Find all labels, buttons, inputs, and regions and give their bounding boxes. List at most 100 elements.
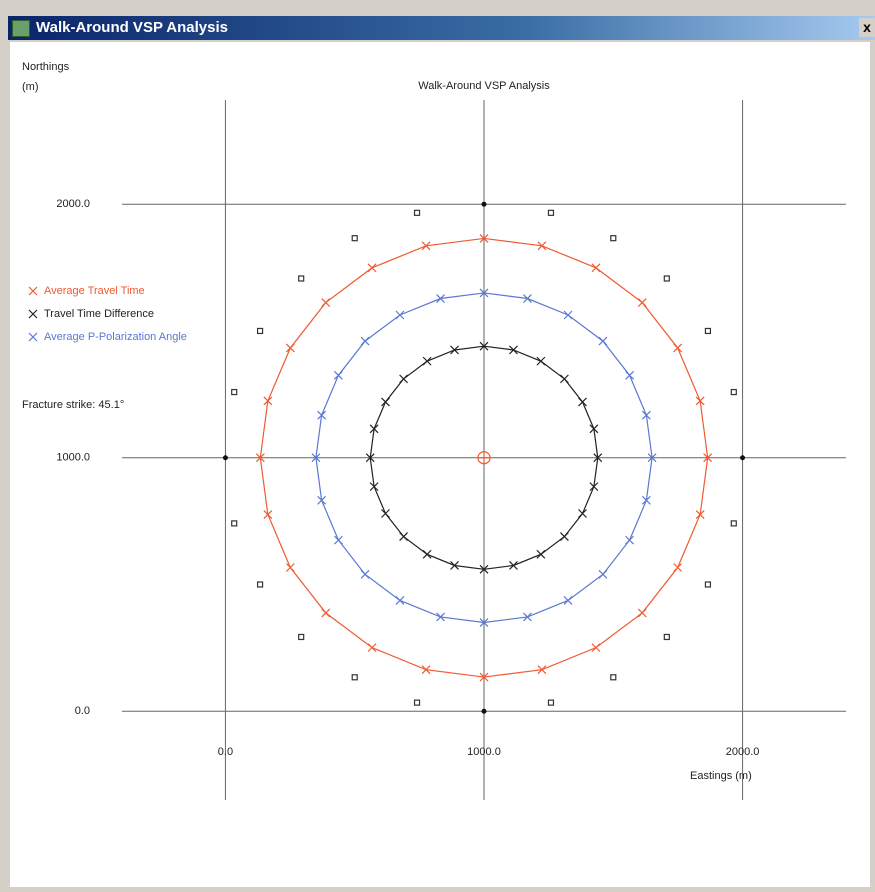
data-point (479, 618, 489, 627)
data-point (367, 263, 377, 273)
data-point (730, 388, 737, 396)
data-point (360, 336, 370, 346)
legend-label: Average P-Polarization Angle (44, 331, 187, 343)
data-point (479, 234, 489, 243)
data-point (399, 374, 409, 384)
data-point (598, 336, 608, 346)
data-point (479, 672, 489, 682)
app-icon (12, 20, 30, 37)
data-point (365, 453, 375, 463)
data-point (591, 263, 601, 273)
data-point (436, 294, 445, 303)
data-point (477, 451, 491, 465)
data-point (536, 356, 546, 366)
data-point (351, 674, 358, 681)
data-point (509, 345, 518, 355)
data-point (422, 549, 432, 559)
annotation: Fracture strike: 45.1° (22, 399, 124, 411)
y-axis-label: Northings (22, 61, 70, 73)
data-point (641, 495, 651, 505)
data-point (704, 581, 712, 588)
data-point (479, 288, 489, 298)
data-point (369, 482, 379, 492)
data-point (673, 563, 683, 572)
data-point (589, 482, 599, 492)
data-point (317, 410, 327, 420)
data-point (547, 699, 555, 706)
data-point (399, 532, 409, 542)
close-button[interactable]: x (859, 18, 875, 37)
data-point (730, 520, 737, 527)
data-point (695, 396, 705, 406)
data-point (479, 341, 489, 351)
data-point (536, 549, 546, 559)
y-tick-label: 1000.0 (56, 452, 90, 464)
x-axis-label: Eastings (m) (690, 770, 752, 782)
data-point (625, 535, 635, 545)
data-point (578, 509, 587, 518)
data-point (381, 397, 390, 407)
chart-title: Walk-Around VSP Analysis (418, 80, 550, 92)
data-point (598, 569, 608, 579)
data-point (695, 510, 705, 519)
data-point (263, 396, 273, 406)
data-point (381, 509, 390, 518)
data-point (413, 699, 421, 706)
window-title: Walk-Around VSP Analysis (36, 19, 228, 36)
data-point (317, 495, 327, 505)
data-point (298, 275, 305, 282)
data-point (523, 294, 532, 303)
data-point (222, 455, 228, 461)
data-point (333, 535, 343, 545)
data-point (231, 520, 238, 527)
data-point (285, 563, 295, 572)
legend-marker (28, 309, 38, 319)
data-point (578, 397, 587, 407)
data-point (641, 410, 651, 420)
data-point (256, 327, 264, 335)
data-point (436, 612, 445, 622)
data-point (450, 345, 459, 355)
legend-marker (28, 332, 38, 342)
legend-marker (28, 286, 38, 296)
data-point (509, 561, 518, 570)
data-point (369, 424, 379, 434)
data-point (663, 633, 670, 641)
data-point (703, 453, 713, 463)
data-point (256, 581, 264, 588)
data-point (413, 209, 421, 216)
data-point (563, 310, 573, 320)
data-point (360, 569, 370, 579)
data-point (537, 665, 547, 675)
x-tick-label: 2000.0 (726, 746, 760, 758)
title-bar: Walk-Around VSP Analysis x (8, 16, 875, 40)
data-point (321, 298, 331, 307)
legend-label: Travel Time Difference (44, 308, 154, 320)
data-point (285, 343, 295, 353)
data-point (255, 453, 265, 463)
x-tick-label: 1000.0 (467, 746, 501, 758)
data-point (673, 343, 683, 353)
y-tick-label: 2000.0 (56, 198, 90, 210)
y-axis-label: (m) (22, 81, 39, 93)
data-point (547, 209, 555, 216)
data-point (637, 298, 647, 307)
data-point (298, 633, 305, 641)
data-point (395, 596, 405, 605)
data-point (637, 608, 647, 618)
data-point (481, 708, 487, 714)
data-point (367, 643, 377, 653)
data-point (450, 561, 459, 570)
data-point (479, 564, 489, 574)
data-point (321, 608, 331, 618)
legend-label: Average Travel Time (44, 285, 145, 297)
data-point (421, 665, 431, 675)
data-point (523, 612, 532, 622)
data-point (591, 643, 601, 653)
data-point (625, 370, 635, 380)
data-point (647, 453, 657, 463)
marker-part (478, 451, 490, 464)
data-point (663, 275, 670, 282)
data-point (422, 356, 432, 366)
